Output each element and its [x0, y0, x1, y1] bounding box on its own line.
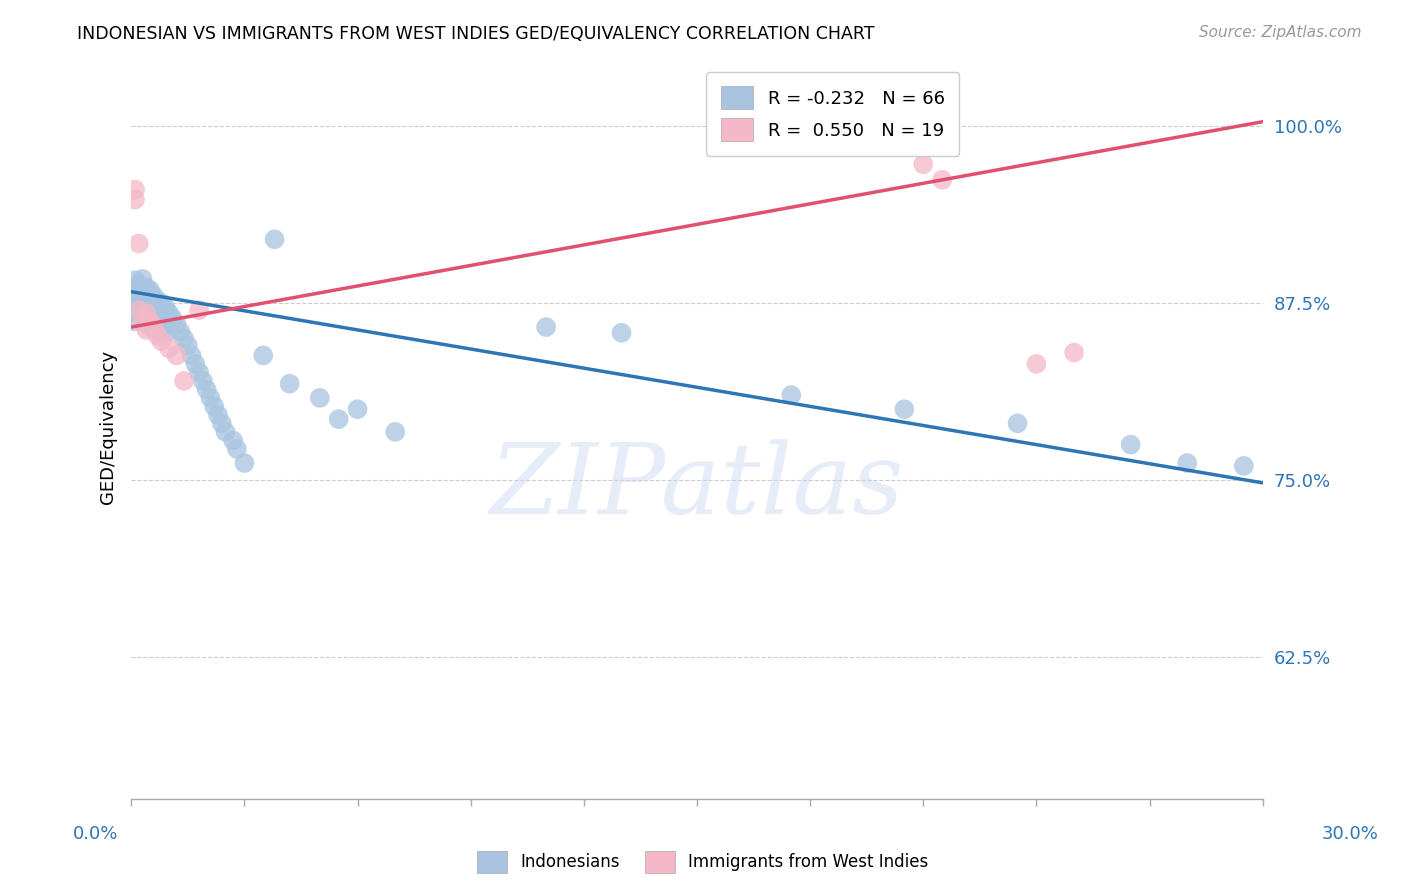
Point	[222, 434, 245, 448]
Point	[173, 374, 195, 388]
Point	[124, 193, 146, 207]
Point	[931, 173, 953, 187]
Point	[912, 157, 935, 171]
Point	[139, 320, 162, 334]
Point	[150, 310, 173, 325]
Legend: Indonesians, Immigrants from West Indies: Indonesians, Immigrants from West Indies	[471, 845, 935, 880]
Point	[139, 283, 162, 297]
Point	[150, 296, 173, 310]
Point	[214, 425, 236, 439]
Point	[142, 289, 165, 303]
Point	[146, 328, 169, 343]
Point	[142, 314, 165, 328]
Point	[169, 324, 191, 338]
Point	[195, 383, 218, 397]
Point	[139, 306, 162, 320]
Point	[131, 314, 153, 328]
Point	[233, 456, 256, 470]
Point	[166, 348, 188, 362]
Y-axis label: GED/Equivalency: GED/Equivalency	[100, 350, 117, 504]
Point	[166, 317, 188, 331]
Text: ZIPatlas: ZIPatlas	[489, 439, 904, 534]
Point	[211, 417, 233, 431]
Point	[610, 326, 633, 340]
Point	[153, 317, 176, 331]
Point	[135, 323, 157, 337]
Point	[150, 334, 173, 349]
Point	[124, 183, 146, 197]
Point	[153, 300, 176, 314]
Point	[308, 391, 330, 405]
Point	[124, 293, 146, 308]
Point	[191, 374, 214, 388]
Point	[124, 303, 146, 318]
Point	[384, 425, 406, 439]
Point	[128, 277, 150, 292]
Point	[180, 348, 202, 362]
Point	[157, 341, 180, 355]
Text: Source: ZipAtlas.com: Source: ZipAtlas.com	[1198, 25, 1361, 40]
Point	[131, 282, 153, 296]
Point	[139, 314, 162, 328]
Point	[131, 272, 153, 286]
Point	[346, 402, 368, 417]
Point	[135, 280, 157, 294]
Point	[184, 357, 207, 371]
Point	[177, 338, 200, 352]
Point	[893, 402, 915, 417]
Point	[173, 331, 195, 345]
Point	[128, 287, 150, 301]
Point	[157, 324, 180, 338]
Point	[131, 303, 153, 318]
Point	[188, 303, 211, 318]
Point	[1233, 458, 1256, 473]
Point	[135, 303, 157, 318]
Point	[162, 311, 184, 326]
Legend: R = -0.232   N = 66, R =  0.550   N = 19: R = -0.232 N = 66, R = 0.550 N = 19	[706, 71, 959, 156]
Text: INDONESIAN VS IMMIGRANTS FROM WEST INDIES GED/EQUIVALENCY CORRELATION CHART: INDONESIAN VS IMMIGRANTS FROM WEST INDIE…	[77, 25, 875, 43]
Point	[328, 412, 350, 426]
Point	[780, 388, 803, 402]
Point	[534, 320, 557, 334]
Point	[207, 408, 229, 422]
Point	[202, 400, 225, 414]
Point	[124, 273, 146, 287]
Point	[200, 391, 222, 405]
Point	[135, 292, 157, 306]
Point	[128, 297, 150, 311]
Point	[157, 306, 180, 320]
Point	[131, 314, 153, 328]
Point	[128, 236, 150, 251]
Point	[142, 320, 165, 334]
Point	[131, 292, 153, 306]
Point	[124, 314, 146, 328]
Point	[142, 300, 165, 314]
Point	[146, 294, 169, 309]
Point	[263, 232, 285, 246]
Point	[225, 442, 247, 456]
Point	[1007, 417, 1029, 431]
Point	[1175, 456, 1198, 470]
Point	[150, 326, 173, 340]
Point	[1025, 357, 1047, 371]
Point	[1063, 345, 1085, 359]
Point	[124, 283, 146, 297]
Point	[188, 365, 211, 379]
Point	[128, 303, 150, 318]
Point	[146, 309, 169, 323]
Point	[135, 306, 157, 320]
Point	[139, 294, 162, 309]
Text: 30.0%: 30.0%	[1322, 825, 1378, 843]
Text: 0.0%: 0.0%	[73, 825, 118, 843]
Point	[1119, 437, 1142, 451]
Point	[278, 376, 301, 391]
Point	[128, 309, 150, 323]
Point	[252, 348, 274, 362]
